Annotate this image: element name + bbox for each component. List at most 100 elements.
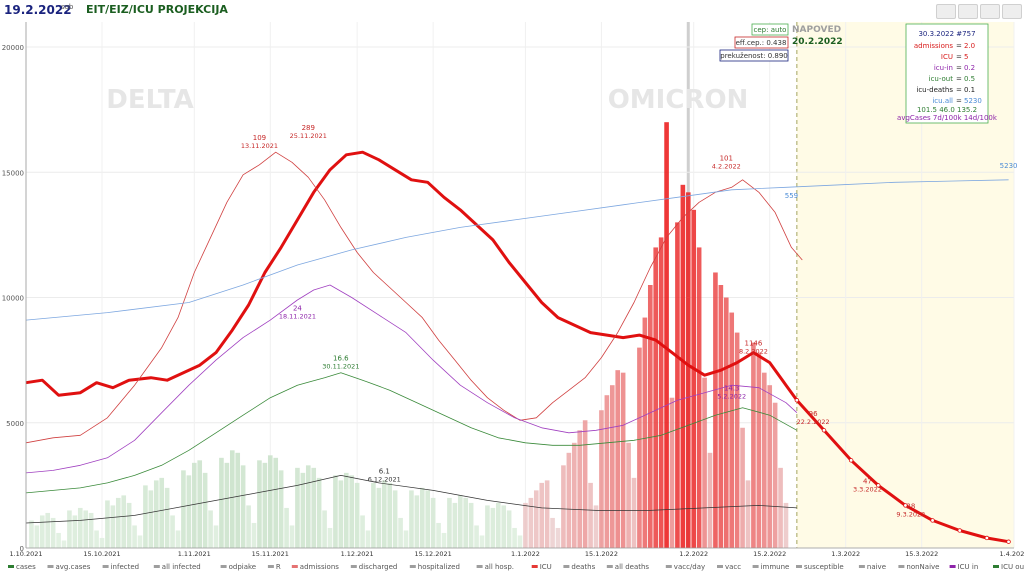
x-tick-label: 15.1.2022 [585,550,618,558]
case-bar [170,515,175,548]
case-bar [381,480,387,548]
case-bar [468,502,474,548]
x-tick-label: 1.11.2021 [178,550,211,558]
legend-swatch [47,565,54,568]
legend-swatch [476,565,483,568]
case-bar [425,490,431,548]
case-bar [544,480,550,548]
napoved-date: 20.2.2022 [792,37,843,47]
case-bar [262,462,268,548]
info-row-label: ICU [941,53,953,61]
legend-entry: all infected [162,563,201,571]
case-bar [105,500,110,548]
restore-button[interactable] [958,4,978,19]
info-row-value: 2.0 [964,42,975,50]
info-row-label: icu-in [934,64,953,72]
case-bar [137,535,143,548]
legend-entry: discharged [359,563,398,571]
legend-entry: naive [867,563,886,571]
case-bar [219,457,224,548]
legend-entry: deaths [571,563,595,571]
legend-swatch [717,565,723,568]
case-bar [333,475,338,548]
info-row-sep: = [956,42,962,50]
legend-swatch [291,565,298,568]
case-bar [246,505,251,548]
case-bar [414,495,420,548]
legend-swatch [752,565,759,568]
info-row-value: 0.5 [964,75,975,83]
case-bar [696,247,702,548]
info-row-sep: = [956,86,962,94]
y-tick-label: 20000 [2,44,24,52]
case-bar [240,465,246,548]
case-bar [77,507,83,548]
annotation-value: 28 [906,502,915,510]
case-bar [376,487,382,548]
case-bar [34,525,40,548]
case-bar [577,430,583,548]
x-tick-label: 15.12.2021 [415,550,452,558]
case-bar [609,385,615,548]
case-bar [126,502,132,548]
case-bar [295,467,300,548]
info-row-sep: = [956,75,962,83]
annotation-value: 5230 [1000,162,1018,170]
case-bar [338,480,344,548]
info-row-sep: = [956,97,962,105]
case-bar [83,510,89,548]
case-bar [45,512,51,548]
case-bar [132,525,137,548]
cep-label: cep: auto [754,26,787,34]
case-bar [691,209,697,548]
case-bar [533,490,539,548]
case-bar [512,527,517,548]
case-bar [626,442,631,548]
case-bar [430,497,436,548]
legend-swatch [796,565,802,568]
annotation-value: 16.6 [333,355,349,363]
eff-cep-label: eff.cep.: 0.438 [736,39,787,47]
legend-entry: infected [111,563,140,571]
case-bar [99,537,105,548]
annotation-date: 25.11.2021 [290,132,327,140]
annotation-value: 47 [863,477,872,485]
y-tick-label: 0 [20,545,24,553]
case-bar [756,352,762,548]
case-bar [115,497,121,548]
case-bar [718,285,724,548]
case-bar [202,472,208,548]
annotation-value: 14.3 [724,385,740,393]
case-bar [457,495,463,548]
case-bar [229,450,235,548]
legend-swatch [350,565,357,568]
case-bar [251,522,257,548]
maximize-button[interactable] [980,4,1000,19]
cep-box[interactable]: cep: auto [751,23,789,36]
x-tick-label: 15.11.2021 [252,550,289,558]
case-bar [267,455,273,548]
case-bar [235,452,241,548]
forecast-point [1006,539,1011,544]
x-tick-label: 15.10.2021 [83,550,120,558]
case-bar [278,470,284,548]
chart-axes [25,22,1014,549]
chart-grid: 0 5000 10000 15000 20000 1.10.2021 15.10.2021 1… [2,22,1024,558]
case-bar [409,490,414,548]
case-bar [273,457,279,548]
info-row-label: icu-out [929,75,954,83]
legend-swatch [858,565,865,568]
x-tick-label: 1.3.2022 [831,550,860,558]
case-bar [599,410,604,548]
annotation-value: 24 [293,305,302,313]
minimize-button[interactable] [936,4,956,19]
legend-entry: all hosp. [485,563,514,571]
case-bar [316,477,322,548]
case-bar [72,515,78,548]
chart-series [25,150,1011,544]
case-bar [604,395,610,548]
case-bar [88,512,94,548]
close-button[interactable] [1002,4,1022,19]
legend-swatch [102,565,109,568]
